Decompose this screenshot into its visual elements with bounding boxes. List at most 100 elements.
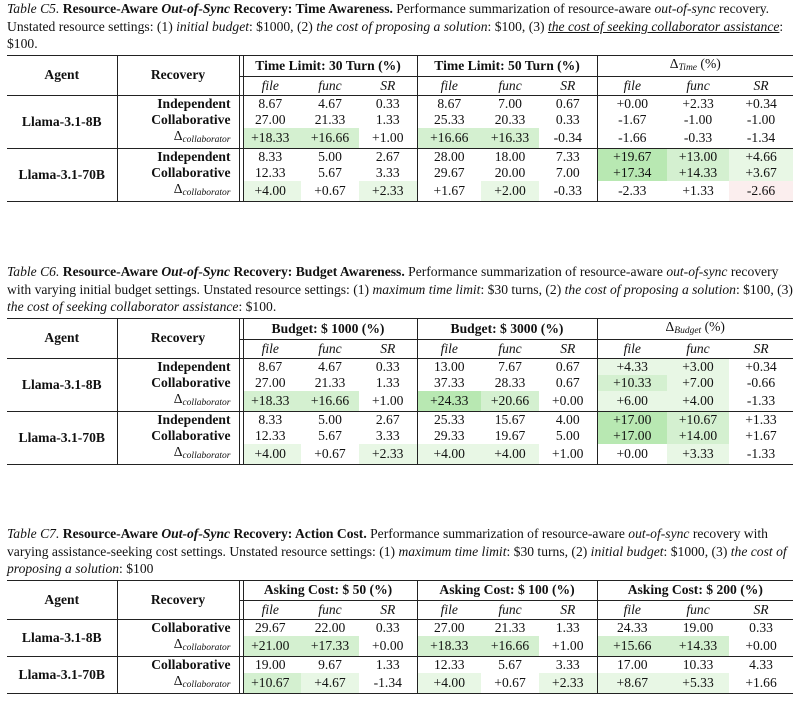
cell: +0.67 — [314, 182, 346, 198]
cell: +20.66 — [481, 390, 539, 412]
sub-file: file — [416, 339, 481, 359]
cell: 13.00 — [416, 357, 481, 375]
agent-name: Llama-3.1-70B — [7, 410, 117, 465]
table-row-delta: Δcollaborator +4.00 +0.67 +2.33 +4.00 +4… — [7, 443, 793, 465]
cell: +10.67 — [238, 672, 301, 694]
cell: 1.33 — [539, 618, 598, 636]
sub-func: func — [318, 601, 342, 617]
col-recovery: Recovery — [116, 55, 239, 96]
cell: 8.67 — [416, 94, 482, 112]
cell: +1.67 — [416, 180, 482, 202]
cell: 19.00 — [667, 618, 730, 636]
cell: +2.33 — [359, 443, 417, 465]
cell: +17.00 — [596, 427, 667, 444]
cell: 5.67 — [318, 427, 342, 443]
cell: 0.33 — [555, 111, 580, 127]
sub-func: func — [686, 77, 710, 93]
cell: 0.33 — [359, 94, 418, 112]
cell: +4.00 — [667, 390, 729, 412]
col-agent: Agent — [44, 330, 80, 346]
cell: -1.66 — [596, 127, 668, 149]
agent-name: Llama-3.1-70B — [7, 655, 117, 694]
cell: +0.67 — [314, 445, 346, 461]
delta-symbol: Δ — [173, 672, 183, 688]
caption-title-italic: Out-of-Sync — [161, 1, 231, 16]
caption-title: Resource-Aware — [62, 526, 162, 541]
cell: +1.00 — [372, 392, 404, 408]
cell: +0.00 — [552, 392, 584, 408]
caption-setting-3: the cost of proposing a solution — [7, 543, 787, 577]
caption-text-italic: out-of-sync — [654, 1, 716, 16]
recovery-label: Collaborative — [116, 655, 239, 673]
cell: +4.66 — [729, 147, 794, 165]
group-budget-1000: Budget: $ 1000 (%) — [238, 318, 417, 340]
caption-text: Performance summarization of resource-aw… — [392, 1, 655, 16]
sub-func: func — [686, 601, 710, 617]
cell: 3.33 — [375, 427, 400, 443]
recovery-label: Collaborative — [116, 164, 239, 181]
cell: 29.33 — [416, 427, 481, 444]
cell: 8.67 — [238, 357, 301, 375]
cell: -1.34 — [746, 129, 776, 145]
table-row-delta: Δcollaborator +10.67 +4.67 -1.34 +4.00 +… — [7, 672, 793, 694]
cell: +4.00 — [416, 443, 481, 465]
caption-text: recovery with varying initial budget set… — [7, 264, 779, 297]
delta-collaborator-label: Δcollaborator — [116, 672, 239, 694]
cell: +0.34 — [729, 357, 793, 375]
delta-subscript: Time — [678, 62, 698, 73]
cell: 2.67 — [359, 147, 418, 165]
delta-subscript: collaborator — [182, 397, 231, 408]
cell: +16.66 — [301, 390, 359, 412]
cell: 22.00 — [301, 618, 359, 636]
cell: 27.00 — [238, 374, 301, 391]
sub-file: file — [238, 600, 301, 620]
table-row: Llama-3.1-70B Collaborative 19.00 9.67 1… — [7, 655, 794, 694]
delta-collaborator-label: Δcollaborator — [116, 180, 239, 202]
caption-title-italic: Out-of-Sync — [161, 264, 231, 279]
cell: 27.00 — [238, 111, 301, 128]
cell: +21.00 — [238, 635, 301, 657]
group-delta-time: ΔTime (%) — [596, 55, 794, 77]
cell: +4.00 — [238, 443, 301, 465]
caption-title-end: Recovery: Time Awareness. — [230, 1, 393, 16]
table-row: Llama-3.1-8B Independent 8.67 4.67 0.33 … — [7, 357, 793, 412]
group-budget-3000: Budget: $ 3000 (%) — [416, 318, 597, 340]
caption-title: Resource-Aware — [62, 1, 162, 16]
cell: +3.67 — [729, 164, 794, 181]
cell: 4.00 — [539, 410, 597, 428]
cell: 0.67 — [555, 374, 580, 390]
table-row: Llama-3.1-8B Independent 8.67 4.67 0.33 … — [7, 94, 794, 149]
col-agent: Agent — [44, 591, 80, 607]
cell: 0.67 — [539, 357, 597, 375]
sub-file: file — [238, 339, 301, 359]
sub-sr: SR — [380, 601, 396, 617]
cell: +1.66 — [745, 674, 777, 690]
caption-setting-1: initial budget — [176, 18, 249, 34]
cell: 7.00 — [481, 94, 540, 112]
group-delta-budget: ΔBudget (%) — [596, 318, 793, 340]
cell: +4.00 — [238, 180, 301, 202]
delta-symbol: Δ — [669, 55, 679, 71]
cell: 4.67 — [301, 94, 359, 112]
cell: -0.33 — [683, 129, 713, 145]
cell: +4.33 — [596, 357, 667, 375]
group-asking-50: Asking Cost: $ 50 (%) — [238, 580, 418, 601]
cell: 7.00 — [555, 164, 580, 180]
cell: 1.33 — [375, 111, 400, 127]
cell: 25.33 — [416, 410, 481, 428]
cell: +1.33 — [729, 410, 793, 428]
sub-sr: SR — [380, 77, 396, 93]
table-c6-caption: Table C6. Resource-Aware Out-of-Sync Rec… — [7, 263, 793, 316]
table-row: Collaborative 27.00 21.33 1.33 25.33 20.… — [7, 111, 793, 128]
cell: 20.00 — [494, 164, 526, 180]
caption-text: : $100 — [119, 561, 154, 577]
cell: 1.33 — [375, 374, 400, 390]
table-row-delta: Δcollaborator +18.33 +16.66 +1.00 +16.66… — [7, 127, 793, 149]
cell: 21.33 — [314, 111, 346, 127]
sub-sr: SR — [560, 77, 576, 93]
cell: 12.33 — [238, 427, 301, 444]
cell: +14.00 — [667, 427, 729, 444]
caption-setting-1: maximum time limit — [372, 281, 481, 297]
agent-name: Llama-3.1-8B — [7, 94, 117, 149]
cell: +2.33 — [359, 180, 418, 202]
